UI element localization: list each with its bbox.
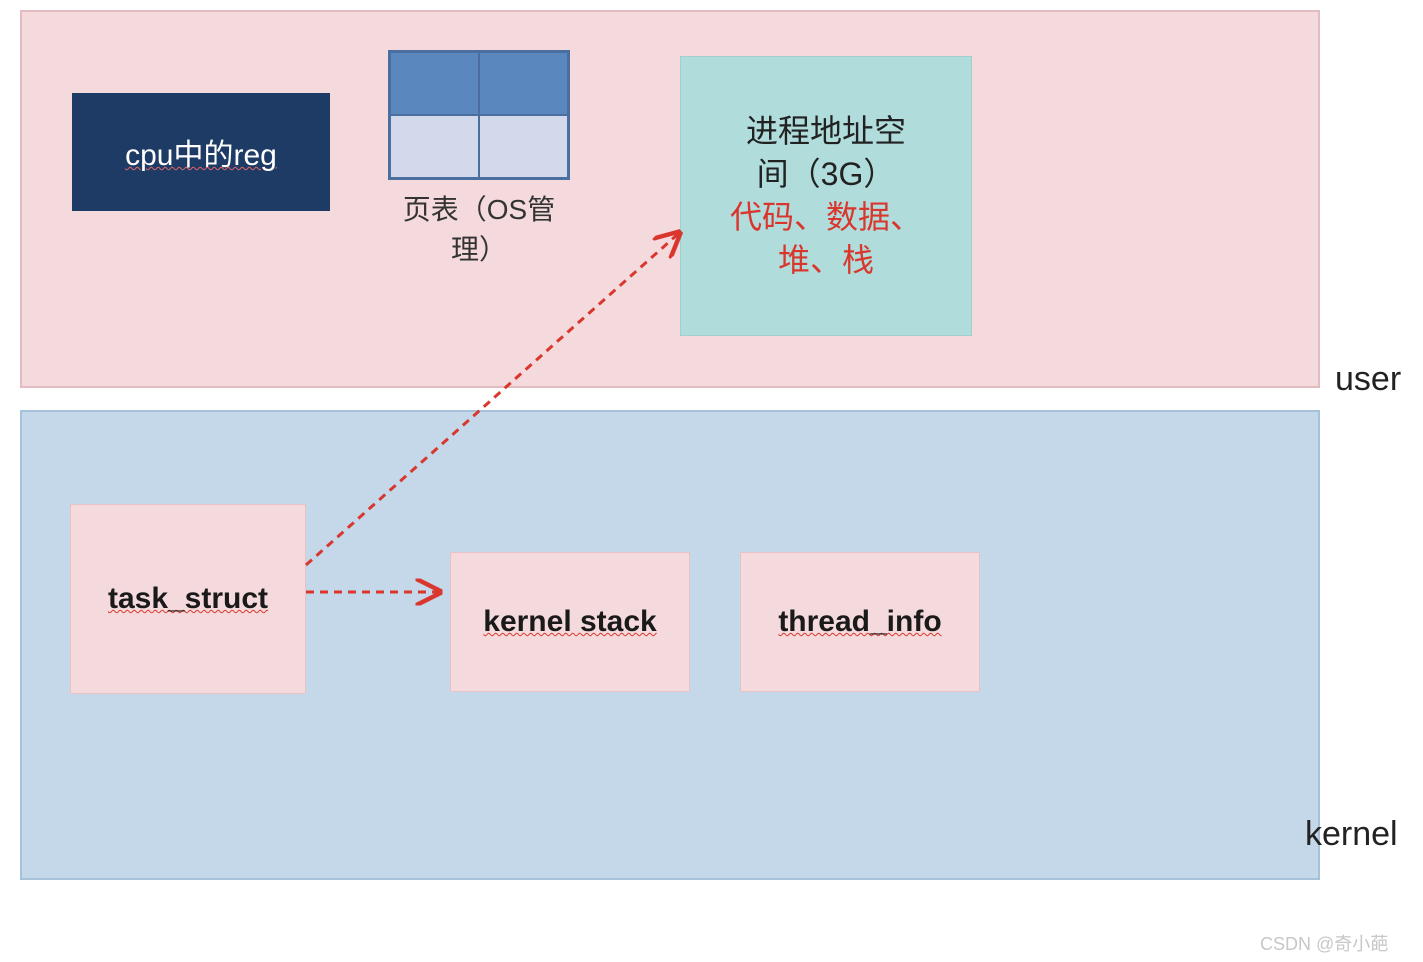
address-space-line2: 间（3G） [757, 153, 896, 196]
page-table-cell [479, 52, 568, 115]
thread-info-box: thread_info [740, 552, 980, 692]
user-label: user [1335, 360, 1401, 399]
task-struct-label: task_struct [108, 582, 268, 616]
page-table-caption: 页表（OS管理） [388, 188, 570, 268]
page-table-grid [388, 50, 570, 180]
page-table-cell [479, 115, 568, 178]
address-space-line4: 堆、栈 [778, 239, 874, 282]
thread-info-label: thread_info [778, 605, 941, 639]
page-table-cell [390, 115, 479, 178]
kernel-stack-box: kernel stack [450, 552, 690, 692]
address-space-line1: 进程地址空 [746, 110, 906, 153]
diagram-root: cpu中的reg 页表（OS管理） 进程地址空 间（3G） 代码、数据、 堆、栈… [0, 0, 1423, 962]
kernel-label: kernel [1305, 815, 1398, 854]
address-space-line3: 代码、数据、 [730, 196, 922, 239]
task-struct-box: task_struct [70, 504, 306, 694]
page-table-cell [390, 52, 479, 115]
page-table-box: 页表（OS管理） [388, 50, 570, 268]
watermark-text: CSDN @奇小葩 [1260, 930, 1388, 956]
address-space-box: 进程地址空 间（3G） 代码、数据、 堆、栈 [680, 56, 972, 336]
cpu-reg-box: cpu中的reg [72, 93, 330, 211]
kernel-stack-label: kernel stack [483, 605, 656, 639]
cpu-reg-label: cpu中的reg [125, 130, 277, 174]
